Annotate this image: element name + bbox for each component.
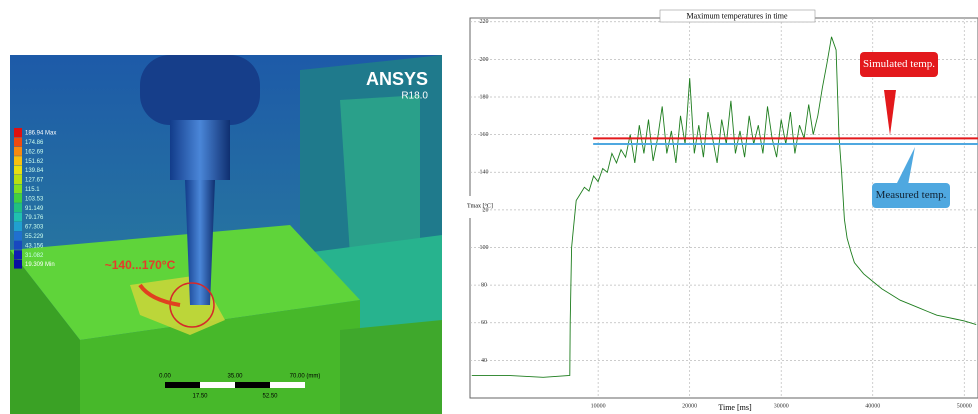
figure: ANSYS R18.0 ~140...170°C 186.94 Max 174.8… — [0, 0, 978, 414]
legend-swatch — [14, 156, 22, 165]
scale-label: 0.00 — [159, 374, 171, 380]
x-tick-label: 20000 — [682, 403, 697, 409]
legend-swatch — [14, 231, 22, 240]
y-tick-label: 200 — [480, 57, 489, 63]
legend-label: 174.86 — [25, 140, 44, 146]
y-tick-label: 100 — [480, 245, 489, 251]
legend-label: 31.082 — [25, 253, 44, 259]
legend-swatch — [14, 250, 22, 259]
legend-label: 55.229 — [25, 234, 44, 240]
legend-label: 91.149 — [25, 206, 44, 212]
scale-label: 70.00 (mm) — [290, 374, 321, 380]
legend-swatch — [14, 241, 22, 250]
legend-swatch — [14, 184, 22, 193]
legend-swatch — [14, 194, 22, 203]
y-axis-label: Tmax [°C] — [467, 202, 493, 209]
callout: Simulated temp. — [860, 52, 938, 77]
legend-label: 19.309 Min — [25, 262, 55, 268]
y-tick-label: 160 — [480, 132, 489, 138]
brand: ANSYS — [366, 69, 428, 89]
scale-label: 17.50 — [192, 394, 208, 400]
legend-label: 79.176 — [25, 215, 44, 221]
y-tick-label: 140 — [480, 170, 489, 176]
x-axis-label: Time [ms] — [718, 403, 752, 412]
legend-label: 103.53 — [25, 196, 44, 202]
legend-label: 127.67 — [25, 178, 44, 184]
legend-swatch — [14, 175, 22, 184]
y-tick-label: 180 — [480, 94, 489, 100]
legend-label: 151.62 — [25, 159, 44, 165]
simulation-image — [10, 55, 442, 414]
x-tick-label: 40000 — [865, 403, 880, 409]
legend-swatch — [14, 213, 22, 222]
legend-swatch — [14, 203, 22, 212]
version: R18.0 — [401, 91, 428, 102]
legend-swatch — [14, 137, 22, 146]
legend-label: 139.84 — [25, 168, 44, 174]
x-tick-label: 30000 — [774, 403, 789, 409]
legend-label: 186.94 Max — [25, 131, 56, 137]
legend-label: 43.156 — [25, 243, 44, 249]
scale-label: 35.00 — [227, 374, 243, 380]
legend-label: 67.303 — [25, 225, 44, 231]
y-tick-label: 220 — [480, 19, 489, 25]
legend-swatch — [14, 260, 22, 269]
temperature-annotation: ~140...170°C — [105, 258, 176, 272]
scale-label: 52.50 — [262, 394, 278, 400]
y-tick-label: 40 — [481, 358, 487, 364]
y-tick-label: 80 — [481, 283, 487, 289]
chart-title: Maximum temperatures in time — [686, 11, 788, 20]
x-tick-label: 10000 — [591, 403, 606, 409]
legend-label: 115.1 — [25, 187, 40, 193]
legend-swatch — [14, 147, 22, 156]
x-tick-label: 50000 — [957, 403, 972, 409]
callout: Measured temp. — [872, 183, 950, 208]
legend-swatch — [14, 222, 22, 231]
page: ANSYS R18.0 ~140...170°C 186.94 Max 174.8… — [0, 0, 978, 414]
legend-label: 162.69 — [25, 149, 44, 155]
legend-swatch — [14, 128, 22, 137]
y-tick-label: 60 — [481, 320, 487, 326]
legend-swatch — [14, 166, 22, 175]
